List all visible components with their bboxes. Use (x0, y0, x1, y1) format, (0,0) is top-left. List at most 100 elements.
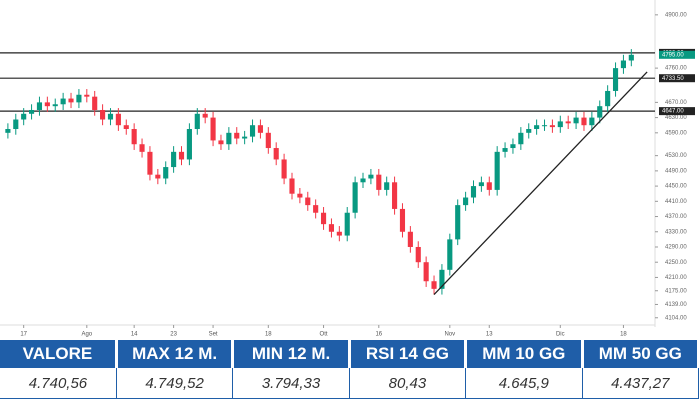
candle-body (336, 231, 342, 236)
x-tick-label: Ott (320, 332, 328, 338)
header-cell: MAX 12 M. (116, 340, 235, 368)
candle-body (360, 178, 366, 183)
candle-body (305, 197, 311, 206)
x-tick-label: 18 (265, 332, 272, 338)
y-tick-label: 4530.00 (665, 153, 687, 159)
y-tick-label: 4104.00 (665, 315, 687, 321)
candle-body (486, 182, 492, 190)
candle-body (344, 212, 350, 236)
x-tick-label: 23 (170, 332, 177, 338)
candle-body (612, 68, 619, 91)
candle-body (423, 262, 429, 282)
candle-body (447, 239, 453, 270)
candle-body (399, 208, 406, 232)
candle-body (265, 132, 271, 149)
y-tick-label: 4900.00 (665, 12, 687, 18)
y-tick-label: 4370.00 (665, 214, 687, 220)
candle-body (100, 109, 106, 120)
candle-body (29, 109, 35, 114)
candle-body (186, 129, 192, 160)
header-cell: MIN 12 M. (232, 340, 351, 368)
y-tick-label: 4330.00 (665, 229, 687, 235)
candle-body (328, 224, 335, 232)
candle-body (376, 174, 382, 190)
header-cell: MM 50 GG (582, 340, 700, 368)
candle-body (202, 113, 208, 118)
y-tick-label: 4410.00 (665, 199, 687, 205)
candle-body (68, 98, 74, 103)
y-tick-label: 4175.00 (665, 288, 687, 294)
x-tick-label: 16 (375, 332, 382, 338)
candle-body (320, 212, 327, 225)
candle-body (392, 182, 398, 209)
candle-body (573, 117, 579, 124)
candle-body (289, 178, 295, 194)
candle-body (115, 113, 121, 126)
candle-body (541, 125, 548, 127)
candle-body (589, 117, 595, 126)
y-tick-label: 4590.00 (665, 130, 687, 136)
candle-body (494, 151, 500, 190)
candle-body (628, 54, 634, 61)
candle-body (581, 117, 587, 126)
candle-body (273, 148, 279, 160)
header-cell: MM 10 GG (465, 340, 584, 368)
candle-body (431, 281, 437, 289)
level-tag (659, 107, 695, 116)
candle-body (155, 174, 161, 179)
candle-body (534, 125, 540, 130)
candle-body (620, 60, 626, 69)
candle-body (107, 113, 114, 120)
x-tick-label: 18 (620, 332, 627, 338)
stats-table: VALORE MAX 12 M. MIN 12 M. RSI 14 GG MM 10 G… (0, 340, 700, 399)
candle-body (463, 197, 469, 206)
candle-body (163, 167, 169, 179)
header-cell: VALORE (0, 340, 118, 368)
x-tick-label: Ago (81, 332, 92, 338)
candle-body (565, 121, 571, 124)
candle-body (557, 121, 563, 128)
candle-body (131, 129, 137, 145)
x-tick-label: Nov (444, 332, 455, 338)
value-cell: 3.794,33 (232, 368, 350, 399)
candle-body (526, 129, 532, 133)
trendline (433, 71, 648, 296)
y-tick-label: 4490.00 (665, 168, 687, 174)
candle-body (5, 129, 11, 133)
candle-body (210, 117, 216, 141)
header-cell: RSI 14 GG (349, 340, 468, 368)
candle-body (84, 94, 90, 97)
candle-body (549, 125, 555, 128)
candle-body (407, 231, 413, 247)
value-row: 4.740,56 4.749,52 3.794,33 80,43 4.645,9 4.43… (0, 368, 700, 399)
candle-body (178, 151, 185, 160)
candle-body (281, 159, 287, 179)
candle-body (36, 102, 43, 110)
x-tick-label: Dic (556, 332, 565, 338)
candle-body (249, 125, 256, 137)
last-price-tag (659, 50, 695, 59)
candle-body (384, 182, 390, 190)
candle-body (478, 182, 484, 187)
value-cell: 80,43 (349, 368, 467, 399)
candle-body (518, 132, 524, 145)
value-cell: 4.740,56 (0, 368, 117, 399)
x-tick-label: 14 (131, 332, 138, 338)
level-tag (659, 74, 695, 83)
candle-body (218, 140, 224, 145)
candle-body (60, 98, 66, 105)
candle-body (226, 132, 232, 145)
candle-body (234, 132, 240, 139)
x-tick-label: 13 (486, 332, 493, 338)
value-cell: 4.437,27 (582, 368, 700, 399)
y-tick-label: 4250.00 (665, 260, 687, 266)
candle-body (76, 94, 82, 103)
candle-body (597, 106, 603, 118)
candle-body (257, 125, 263, 133)
y-tick-label: 4630.00 (665, 115, 687, 121)
header-row: VALORE MAX 12 M. MIN 12 M. RSI 14 GG MM 10 G… (0, 340, 700, 368)
candle-body (242, 136, 248, 139)
x-tick-label: 17 (20, 332, 27, 338)
level-label: 4733.50 (662, 76, 684, 82)
